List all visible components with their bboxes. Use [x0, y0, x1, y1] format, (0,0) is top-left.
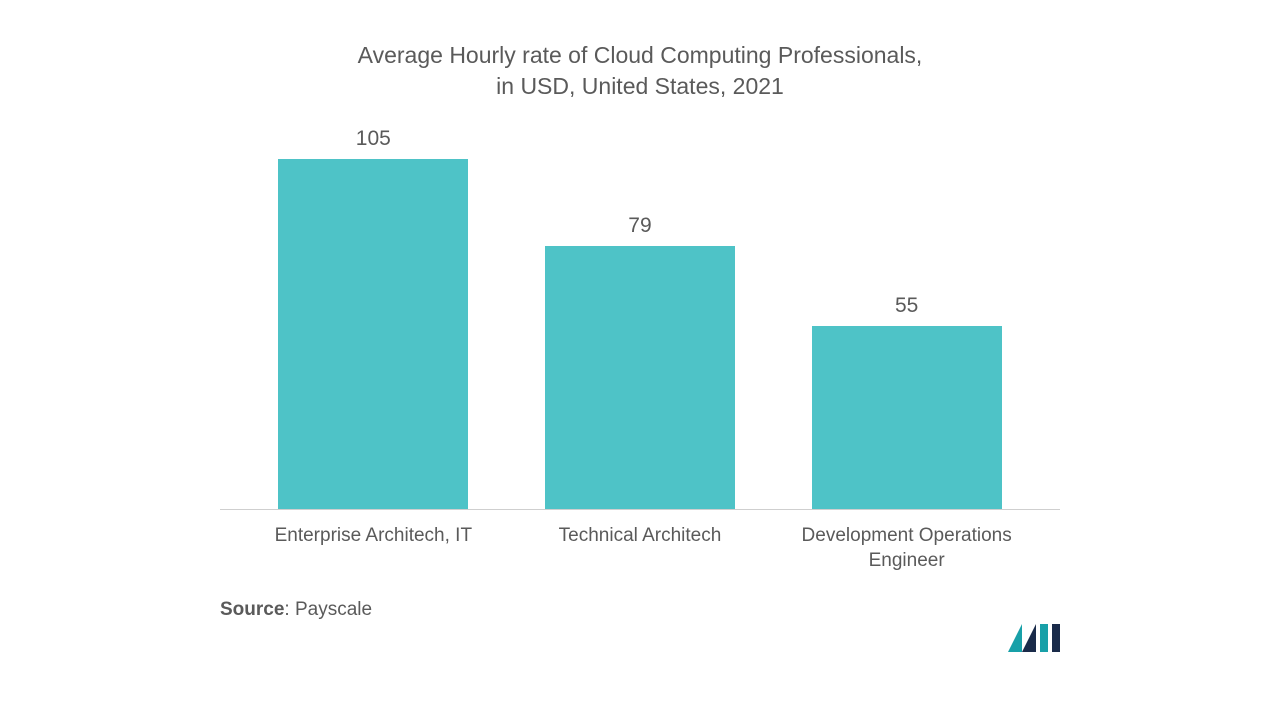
category-2: Development Operations Engineer: [773, 524, 1040, 573]
bar-value-0: 105: [356, 127, 391, 151]
bar-group-1: 79: [507, 214, 774, 509]
category-0: Enterprise Architech, IT: [240, 524, 507, 573]
source-text: Payscale: [295, 599, 372, 620]
bar-group-2: 55: [773, 294, 1040, 509]
bar-group-0: 105: [240, 127, 507, 509]
bar-value-2: 55: [895, 294, 918, 318]
bar-0: [278, 159, 468, 509]
bar-value-1: 79: [628, 214, 651, 238]
plot-area: 105 79 55: [220, 130, 1060, 510]
category-1: Technical Architech: [507, 524, 774, 573]
brand-logo-icon: [1008, 624, 1062, 652]
chart-title: Average Hourly rate of Cloud Computing P…: [220, 40, 1060, 102]
category-axis: Enterprise Architech, IT Technical Archi…: [220, 510, 1060, 573]
title-line-1: Average Hourly rate of Cloud Computing P…: [358, 42, 923, 68]
bar-2: [812, 326, 1002, 509]
bar-1: [545, 246, 735, 509]
source-line: Source: Payscale: [220, 599, 1060, 621]
source-prefix: Source: [220, 599, 284, 620]
bar-chart: Average Hourly rate of Cloud Computing P…: [220, 40, 1060, 660]
title-line-2: in USD, United States, 2021: [496, 73, 784, 99]
